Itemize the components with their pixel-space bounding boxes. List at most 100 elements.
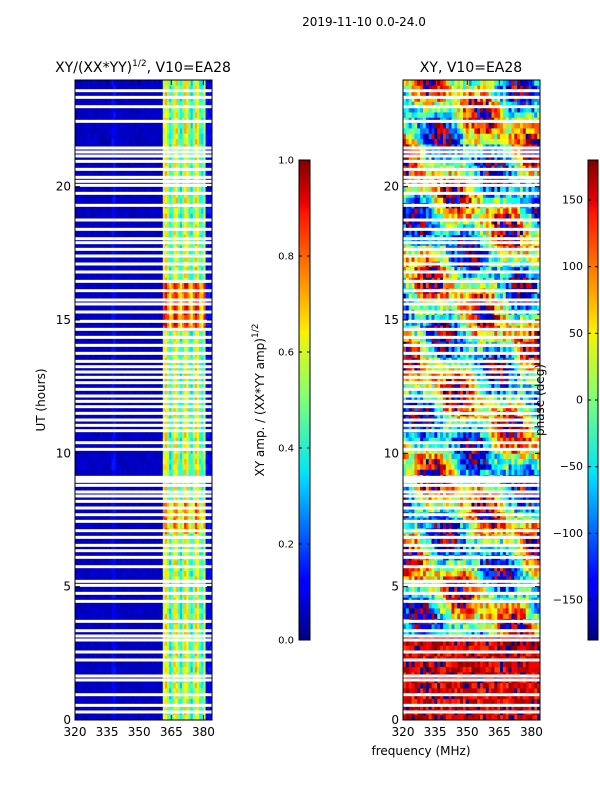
amplitude-heatmap-cell [184,304,187,310]
amplitude-heatmap-cell [119,645,123,652]
amplitude-heatmap-cell [77,613,80,620]
amplitude-heatmap-cell [100,714,104,720]
amplitude-heatmap-cell [124,352,127,358]
amplitude-heatmap-cell [199,522,202,529]
amplitude-heatmap-cell [122,602,125,609]
amplitude-heatmap-cell [164,698,168,705]
amplitude-heatmap-cell [98,565,102,572]
amplitude-heatmap-cell [167,522,170,529]
amplitude-heatmap-cell [154,432,157,438]
amplitude-heatmap-cell [75,682,78,689]
amplitude-heatmap-cell [83,544,87,550]
amplitude-heatmap-cell [102,522,106,529]
amplitude-heatmap-cell [113,336,117,342]
amplitude-heatmap-cell [205,496,209,502]
amplitude-heatmap-cell [119,522,123,529]
amplitude-heatmap-cell [94,650,97,657]
amplitude-heatmap-cell [201,320,204,326]
amplitude-heatmap-cell [184,384,187,390]
amplitude-heatmap-cell [85,490,89,497]
amplitude-heatmap-cell [75,624,78,630]
amplitude-heatmap-cell [205,592,209,598]
amplitude-heatmap-cell [113,613,117,620]
amplitude-heatmap-cell [130,458,134,465]
amplitude-heatmap-cell [177,464,181,470]
amplitude-heatmap-cell [194,480,198,486]
amplitude-heatmap-cell [194,586,198,593]
amplitude-heatmap-cell [182,565,185,572]
amplitude-heatmap-cell [205,704,209,710]
amplitude-heatmap-cell [117,320,121,326]
amplitude-heatmap-cell [77,608,80,614]
amplitude-heatmap-cell [147,682,151,689]
amplitude-heatmap-cell [92,565,95,572]
amplitude-heatmap-cell [201,458,204,465]
amplitude-heatmap-cell [132,688,136,694]
amplitude-heatmap-cell [209,560,212,566]
amplitude-heatmap-cell [173,485,177,492]
amplitude-heatmap-cell [147,576,151,582]
amplitude-heatmap-cell [167,432,170,438]
amplitude-heatmap-cell [192,453,196,460]
amplitude-heatmap-cell [75,608,78,614]
amplitude-heatmap-cell [117,485,121,492]
amplitude-heatmap-cell [152,405,155,412]
amplitude-heatmap-cell [160,645,164,652]
amplitude-heatmap-cell [145,645,149,652]
amplitude-heatmap-cell [199,448,202,454]
amplitude-heatmap-cell [162,565,166,572]
amplitude-heatmap-cell [147,485,151,492]
amplitude-heatmap-cell [117,346,121,353]
amplitude-heatmap-cell [164,506,168,513]
amplitude-heatmap-cell [184,485,187,492]
amplitude-heatmap-cell [186,544,189,550]
amplitude-heatmap-cell [182,629,185,636]
amplitude-heatmap-cell [96,405,99,412]
amplitude-heatmap-cell [79,666,82,673]
amplitude-heatmap-cell [113,714,117,720]
amplitude-heatmap-cell [175,400,179,406]
amplitude-heatmap-cell [194,496,198,502]
amplitude-heatmap-cell [126,432,129,438]
amplitude-heatmap-cell [156,314,159,321]
amplitude-heatmap-cell [203,320,206,326]
amplitude-heatmap-cell [207,608,211,614]
amplitude-heatmap-cell [100,400,104,406]
amplitude-heatmap-cell [164,389,168,396]
amplitude-heatmap-cell [122,469,125,476]
amplitude-heatmap-cell [126,634,129,641]
amplitude-heatmap-cell [81,682,84,689]
amplitude-heatmap-cell [158,405,162,412]
amplitude-heatmap-cell [194,522,198,529]
amplitude-heatmap-cell [207,448,211,454]
amplitude-heatmap-cell [201,634,204,641]
amplitude-heatmap-cell [160,640,164,646]
amplitude-heatmap-cell [137,314,140,321]
amplitude-heatmap-cell [149,608,153,614]
amplitude-heatmap-cell [89,506,93,513]
amplitude-heatmap-cell [137,570,140,577]
amplitude-heatmap-cell [102,469,106,476]
amplitude-heatmap-cell [79,442,82,449]
amplitude-heatmap-cell [134,485,138,492]
amplitude-heatmap-cell [186,352,189,358]
amplitude-heatmap-cell [177,469,181,476]
amplitude-heatmap-cell [119,394,123,401]
amplitude-heatmap-cell [104,501,108,508]
amplitude-heatmap-cell [132,704,136,710]
amplitude-heatmap-cell [75,613,78,620]
amplitude-heatmap-cell [147,384,151,390]
amplitude-heatmap-cell [209,501,212,508]
amplitude-heatmap-cell [96,448,99,454]
amplitude-heatmap-cell [126,346,129,353]
amplitude-heatmap-cell [147,437,151,444]
amplitude-heatmap-cell [115,661,119,668]
amplitude-heatmap-cell [167,501,170,508]
amplitude-heatmap-cell [141,522,144,529]
amplitude-heatmap-cell [169,314,172,321]
amplitude-heatmap-cell [186,586,189,593]
amplitude-heatmap-cell [102,490,106,497]
amplitude-heatmap-cell [171,522,174,529]
amplitude-heatmap-cell [171,704,174,710]
amplitude-heatmap-cell [107,704,110,710]
